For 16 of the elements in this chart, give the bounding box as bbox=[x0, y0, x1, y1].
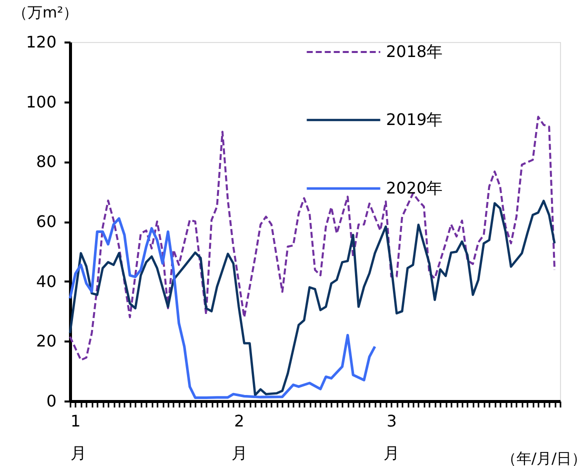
x-tick-label: 1月 bbox=[70, 412, 86, 462]
y-tick-label: 120 bbox=[26, 32, 56, 52]
y-tick-label: 80 bbox=[36, 152, 56, 172]
y-tick-label: 20 bbox=[36, 332, 56, 351]
y-axis-title: （万m²） bbox=[12, 4, 78, 22]
y-tick-label: 0 bbox=[46, 392, 56, 410]
legend-label: 2020年 bbox=[386, 178, 443, 198]
x-tick-label: 2月 bbox=[231, 412, 248, 462]
legend-label: 2018年 bbox=[386, 42, 443, 61]
y-tick-label: 100 bbox=[26, 92, 56, 112]
line-series bbox=[68, 217, 376, 400]
x-tick-label: 3月 bbox=[384, 412, 400, 462]
x-axis-title: （年/月/日） bbox=[501, 450, 586, 466]
y-tick-label: 60 bbox=[36, 212, 56, 231]
legend-label: 2019年 bbox=[386, 110, 443, 129]
y-tick-label: 40 bbox=[36, 272, 56, 291]
